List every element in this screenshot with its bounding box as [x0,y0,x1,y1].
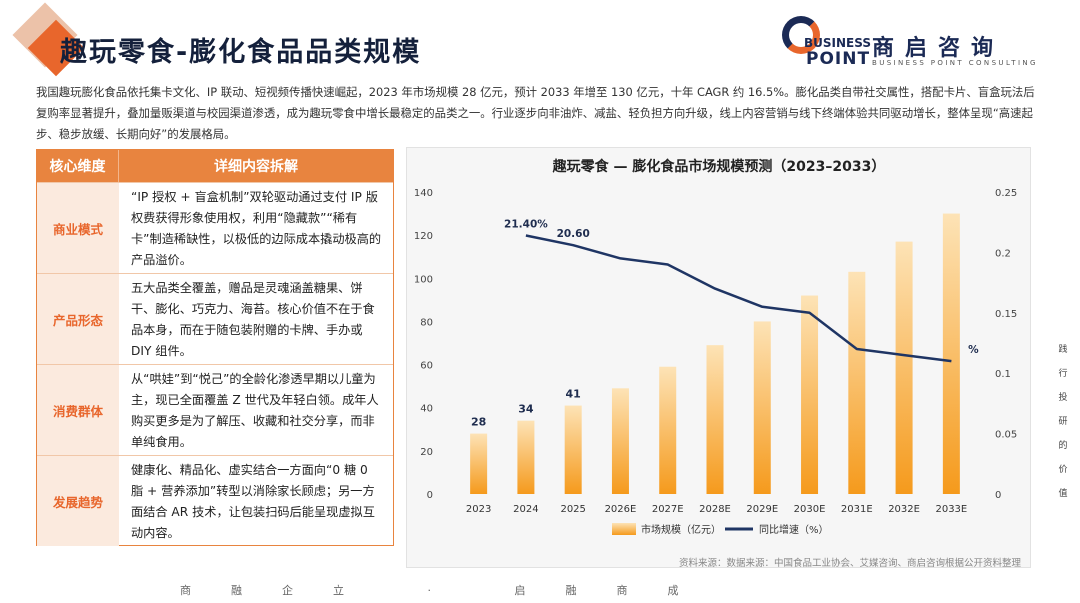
y-left-tick-label: 80 [420,317,433,328]
bar [517,420,535,494]
bar [706,345,724,494]
legend-label-line: 同比增速（%） [759,523,829,536]
bar [848,271,866,494]
table-header: 核心维度 详细内容拆解 [37,150,393,182]
market-size-chart-panel: 趣玩零食 — 膨化食品市场规模预测（2023–2033） 0 20 40 60 80 100… [406,147,1031,568]
page-title: 趣玩零食-膨化食品品类规模 [60,37,422,68]
x-tick-label: 2023 [466,504,491,515]
growth-rate-label: % [968,344,979,356]
y-right-tick-label: 0.2 [995,248,1011,259]
bar [611,388,629,494]
slogan-char: 的 [1058,441,1068,451]
x-tick-label: 2032E [888,504,920,515]
logo-text-line1: BUSINESS [804,36,871,50]
row-detail: 五大品类全覆盖，赠品是灵魂涵盖糖果、饼干、膨化、巧克力、海苔。核心价值不在于食品… [131,281,375,358]
y-left-tick-label: 20 [420,447,433,458]
data-source-note: 资料来源：数据来源：中国食品工业协会、艾媒咨询、商启咨询根据公开资料整理 [679,558,1022,569]
row-detail: 健康化、精品化、虚实结合一方面向“0 糖 0 脂 + 营养添加”转型以消除家长顾… [131,463,375,540]
table-header-detail: 详细内容拆解 [214,159,298,175]
row-detail: 从“哄娃”到“悦己”的全龄化渗透早期以儿童为主，现已全面覆盖 Z 世代及年轻白领… [131,372,379,449]
bar [753,321,771,494]
logo-text-line2: POINT [806,49,871,69]
row-dimension: 产品形态 [37,274,119,364]
slogan-char: 投 [1058,393,1068,403]
bar [564,405,582,494]
x-tick-label: 2028E [699,504,731,515]
bar-value-label: 28 [471,416,486,429]
x-tick-label: 2024 [513,504,538,515]
intro-paragraph: 我国趣玩膨化食品依托集卡文化、IP 联动、短视频传播快速崛起，2023 年市场规… [36,85,1035,141]
bar-value-label: 34 [518,403,534,416]
bar [801,295,819,494]
slogan-char: 行 [1058,369,1068,379]
y-left-tick-label: 120 [414,231,433,242]
table-row: 发展趋势 健康化、精品化、虚实结合一方面向“0 糖 0 脂 + 营养添加”转型以… [37,455,393,546]
logo-chinese-name: 商启咨询 [872,36,1005,61]
market-size-chart: 趣玩零食 — 膨化食品市场规模预测（2023–2033） 0 20 40 60 80 100… [414,158,1017,536]
x-tick-label: 2033E [935,504,967,515]
core-dimension-table: 核心维度 详细内容拆解 商业模式 “IP 授权 + 盲盒机制”双轮驱动通过支付 … [36,149,394,546]
vertical-slogan: 践 行 投 研 的 价 值 [1057,338,1069,506]
table-row: 产品形态 五大品类全覆盖，赠品是灵魂涵盖糖果、饼干、膨化、巧克力、海苔。核心价值… [37,273,393,364]
row-dimension: 消费群体 [37,365,119,455]
table-row: 商业模式 “IP 授权 + 盲盒机制”双轮驱动通过支付 IP 版权费获得形象使用… [37,182,393,273]
x-tick-label: 2030E [794,504,826,515]
growth-rate-label: 20.60 [557,228,590,240]
y-right-tick-label: 0.05 [995,430,1017,441]
table-header-dimension: 核心维度 [37,150,119,182]
footer-slogan: 商融企立 · 启融商成 [180,584,719,597]
table-row: 消费群体 从“哄娃”到“悦己”的全龄化渗透早期以儿童为主，现已全面覆盖 Z 世代… [37,364,393,455]
legend-label-bar: 市场规模（亿元） [641,523,721,536]
growth-rate-label: 21.40% [504,218,548,230]
y-right-tick-label: 0.1 [995,369,1011,380]
growth-rate-line [525,234,952,363]
x-tick-label: 2027E [652,504,684,515]
bar [895,241,913,494]
x-tick-label: 2031E [841,504,873,515]
slogan-char: 践 [1058,345,1068,355]
slogan-char: 价 [1058,465,1068,475]
legend-swatch-bar [612,523,636,535]
slogan-char: 研 [1058,417,1068,427]
y-left-tick-label: 40 [420,404,433,415]
logo-ring-icon [782,16,820,54]
y-right-tick-label: 0.25 [995,188,1017,199]
bar [659,366,677,494]
y-left-tick-label: 140 [414,188,433,199]
y-left-tick-label: 100 [414,274,433,285]
bar [470,433,488,494]
chart-title: 趣玩零食 — 膨化食品市场规模预测（2023–2033） [552,158,886,175]
y-left-tick-label: 0 [427,490,433,501]
y-right-tick-label: 0.15 [995,309,1017,320]
x-tick-label: 2025 [560,504,585,515]
row-detail: “IP 授权 + 盲盒机制”双轮驱动通过支付 IP 版权费获得形象使用权，利用“… [131,190,382,267]
bar [942,213,960,495]
row-dimension: 商业模式 [37,183,119,273]
y-left-tick-label: 60 [420,361,433,372]
logo-english-name: BUSINESS POINT CONSULTING [872,59,1038,67]
y-right-tick-label: 0 [995,490,1001,501]
bar-value-label: 41 [566,388,581,401]
x-tick-label: 2029E [746,504,778,515]
company-logo: BUSINESS POINT 商启咨询 BUSINESS POINT CONSU… [782,14,1072,70]
slogan-char: 值 [1058,489,1068,499]
x-tick-label: 2026E [605,504,637,515]
row-dimension: 发展趋势 [37,456,119,546]
